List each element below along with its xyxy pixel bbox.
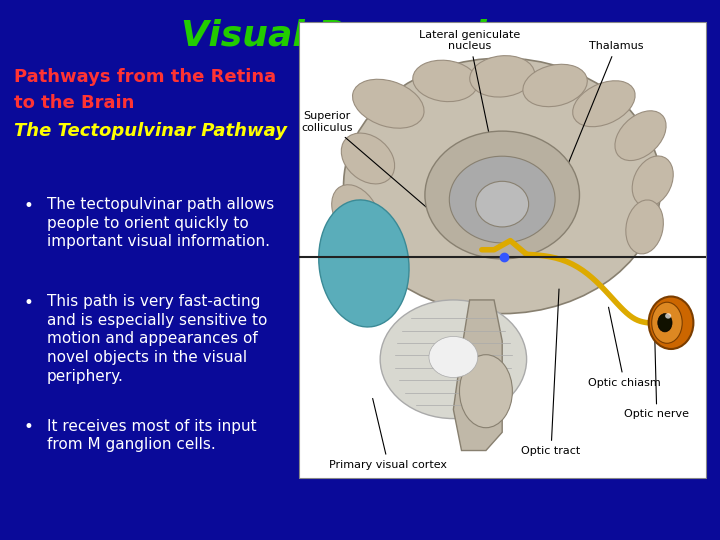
- Ellipse shape: [459, 355, 513, 428]
- Ellipse shape: [658, 314, 672, 332]
- Ellipse shape: [332, 185, 379, 242]
- Text: Visual Processing: Visual Processing: [181, 19, 539, 53]
- Text: The tectopulvinar path allows
people to orient quickly to
important visual infor: The tectopulvinar path allows people to …: [47, 197, 274, 249]
- Text: The Tectopulvinar Pathway: The Tectopulvinar Pathway: [14, 122, 287, 139]
- Ellipse shape: [626, 200, 663, 254]
- Ellipse shape: [523, 64, 588, 107]
- Ellipse shape: [476, 181, 528, 227]
- Text: Optic nerve: Optic nerve: [624, 339, 689, 420]
- Ellipse shape: [632, 156, 673, 207]
- Ellipse shape: [449, 156, 555, 243]
- Text: to the Brain: to the Brain: [14, 94, 135, 112]
- Text: Optic chiasm: Optic chiasm: [588, 307, 661, 388]
- Ellipse shape: [572, 81, 635, 127]
- Text: •: •: [24, 197, 34, 215]
- Ellipse shape: [380, 300, 526, 418]
- Text: Pathways from the Retina: Pathways from the Retina: [14, 68, 276, 85]
- Ellipse shape: [649, 296, 693, 349]
- Ellipse shape: [652, 302, 683, 343]
- Ellipse shape: [353, 79, 424, 128]
- Ellipse shape: [341, 133, 395, 184]
- Text: This path is very fast-acting
and is especially sensitive to
motion and appearan: This path is very fast-acting and is esp…: [47, 294, 267, 384]
- Ellipse shape: [343, 58, 661, 314]
- Ellipse shape: [425, 131, 580, 259]
- FancyBboxPatch shape: [299, 22, 706, 478]
- Text: •: •: [24, 418, 34, 436]
- Text: •: •: [24, 294, 34, 312]
- Text: Primary visual cortex: Primary visual cortex: [329, 399, 447, 470]
- Text: Superior
colliculus: Superior colliculus: [302, 111, 447, 225]
- Text: It receives most of its input
from M ganglion cells.: It receives most of its input from M gan…: [47, 418, 256, 452]
- Polygon shape: [454, 300, 503, 450]
- Ellipse shape: [429, 336, 478, 377]
- Ellipse shape: [413, 60, 477, 102]
- Ellipse shape: [469, 56, 535, 97]
- Ellipse shape: [665, 313, 671, 319]
- Text: Lateral geniculate
nucleus: Lateral geniculate nucleus: [419, 30, 521, 194]
- Ellipse shape: [319, 200, 409, 327]
- Ellipse shape: [615, 111, 666, 160]
- Text: Thalamus: Thalamus: [560, 41, 644, 183]
- Text: Optic tract: Optic tract: [521, 289, 580, 456]
